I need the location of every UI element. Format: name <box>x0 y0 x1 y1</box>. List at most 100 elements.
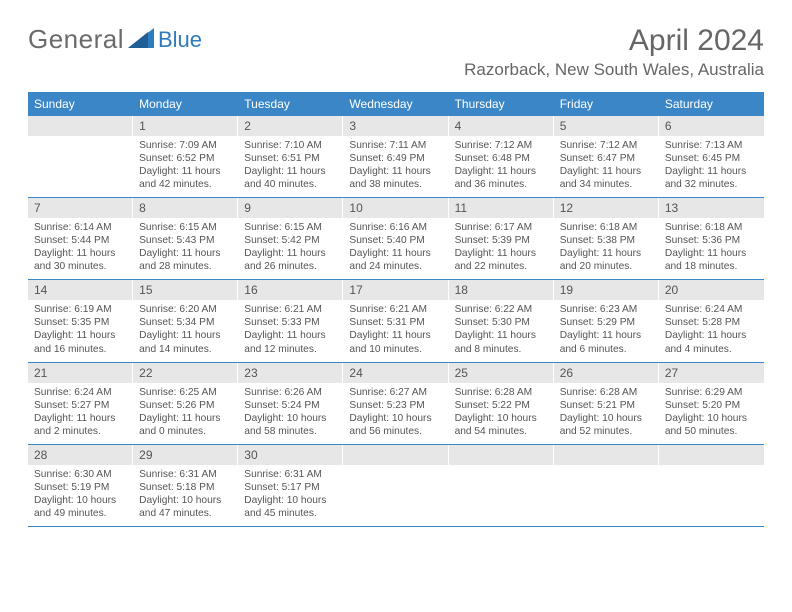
day-details: Sunrise: 6:21 AMSunset: 5:31 PMDaylight:… <box>343 300 448 361</box>
day-cell: 7Sunrise: 6:14 AMSunset: 5:44 PMDaylight… <box>28 198 133 279</box>
day-number <box>659 445 764 465</box>
day-details: Sunrise: 6:19 AMSunset: 5:35 PMDaylight:… <box>28 300 133 361</box>
day-number: 9 <box>238 198 343 218</box>
brand-name-part2: Blue <box>158 30 202 50</box>
month-title: April 2024 <box>464 24 764 58</box>
weekday-header: Wednesday <box>343 92 448 116</box>
day-cell: 20Sunrise: 6:24 AMSunset: 5:28 PMDayligh… <box>659 280 764 361</box>
day-details: Sunrise: 6:18 AMSunset: 5:36 PMDaylight:… <box>659 218 764 279</box>
day-cell: 4Sunrise: 7:12 AMSunset: 6:48 PMDaylight… <box>449 116 554 197</box>
weekday-header: Sunday <box>28 92 133 116</box>
day-cell: 9Sunrise: 6:15 AMSunset: 5:42 PMDaylight… <box>238 198 343 279</box>
day-cell: 8Sunrise: 6:15 AMSunset: 5:43 PMDaylight… <box>133 198 238 279</box>
day-number: 2 <box>238 116 343 136</box>
day-details: Sunrise: 6:20 AMSunset: 5:34 PMDaylight:… <box>133 300 238 361</box>
day-number: 26 <box>554 363 659 383</box>
day-number <box>343 445 448 465</box>
week-row: 1Sunrise: 7:09 AMSunset: 6:52 PMDaylight… <box>28 116 764 198</box>
day-number: 28 <box>28 445 133 465</box>
day-details: Sunrise: 6:17 AMSunset: 5:39 PMDaylight:… <box>449 218 554 279</box>
day-details: Sunrise: 6:31 AMSunset: 5:17 PMDaylight:… <box>238 465 343 526</box>
day-number: 8 <box>133 198 238 218</box>
day-cell: 10Sunrise: 6:16 AMSunset: 5:40 PMDayligh… <box>343 198 448 279</box>
day-details: Sunrise: 6:28 AMSunset: 5:21 PMDaylight:… <box>554 383 659 444</box>
day-number: 25 <box>449 363 554 383</box>
header: General Blue April 2024 Razorback, New S… <box>28 24 764 80</box>
day-details: Sunrise: 6:27 AMSunset: 5:23 PMDaylight:… <box>343 383 448 444</box>
day-cell: 26Sunrise: 6:28 AMSunset: 5:21 PMDayligh… <box>554 363 659 444</box>
brand-logo: General Blue <box>28 24 202 55</box>
calendar-grid: SundayMondayTuesdayWednesdayThursdayFrid… <box>28 92 764 527</box>
day-number: 20 <box>659 280 764 300</box>
day-number: 30 <box>238 445 343 465</box>
day-number: 1 <box>133 116 238 136</box>
day-cell: 27Sunrise: 6:29 AMSunset: 5:20 PMDayligh… <box>659 363 764 444</box>
brand-triangle-icon <box>128 26 154 53</box>
day-details: Sunrise: 6:24 AMSunset: 5:28 PMDaylight:… <box>659 300 764 361</box>
day-details: Sunrise: 6:28 AMSunset: 5:22 PMDaylight:… <box>449 383 554 444</box>
day-details: Sunrise: 6:16 AMSunset: 5:40 PMDaylight:… <box>343 218 448 279</box>
day-number: 21 <box>28 363 133 383</box>
day-cell: 12Sunrise: 6:18 AMSunset: 5:38 PMDayligh… <box>554 198 659 279</box>
location-subtitle: Razorback, New South Wales, Australia <box>464 60 764 80</box>
day-details: Sunrise: 7:09 AMSunset: 6:52 PMDaylight:… <box>133 136 238 197</box>
day-details: Sunrise: 6:18 AMSunset: 5:38 PMDaylight:… <box>554 218 659 279</box>
week-row: 7Sunrise: 6:14 AMSunset: 5:44 PMDaylight… <box>28 198 764 280</box>
day-cell: 23Sunrise: 6:26 AMSunset: 5:24 PMDayligh… <box>238 363 343 444</box>
day-number: 3 <box>343 116 448 136</box>
day-cell: 17Sunrise: 6:21 AMSunset: 5:31 PMDayligh… <box>343 280 448 361</box>
day-number: 22 <box>133 363 238 383</box>
calendar-page: General Blue April 2024 Razorback, New S… <box>0 0 792 551</box>
day-number: 15 <box>133 280 238 300</box>
day-cell: 14Sunrise: 6:19 AMSunset: 5:35 PMDayligh… <box>28 280 133 361</box>
day-cell <box>659 445 764 526</box>
day-cell: 28Sunrise: 6:30 AMSunset: 5:19 PMDayligh… <box>28 445 133 526</box>
day-details: Sunrise: 6:23 AMSunset: 5:29 PMDaylight:… <box>554 300 659 361</box>
day-details: Sunrise: 6:14 AMSunset: 5:44 PMDaylight:… <box>28 218 133 279</box>
day-number <box>449 445 554 465</box>
weekday-header: Thursday <box>449 92 554 116</box>
day-cell: 29Sunrise: 6:31 AMSunset: 5:18 PMDayligh… <box>133 445 238 526</box>
week-row: 21Sunrise: 6:24 AMSunset: 5:27 PMDayligh… <box>28 363 764 445</box>
day-number: 14 <box>28 280 133 300</box>
day-cell: 15Sunrise: 6:20 AMSunset: 5:34 PMDayligh… <box>133 280 238 361</box>
day-details: Sunrise: 6:15 AMSunset: 5:42 PMDaylight:… <box>238 218 343 279</box>
title-block: April 2024 Razorback, New South Wales, A… <box>464 24 764 80</box>
day-details: Sunrise: 7:13 AMSunset: 6:45 PMDaylight:… <box>659 136 764 197</box>
day-details: Sunrise: 7:10 AMSunset: 6:51 PMDaylight:… <box>238 136 343 197</box>
day-cell <box>554 445 659 526</box>
day-details: Sunrise: 6:21 AMSunset: 5:33 PMDaylight:… <box>238 300 343 361</box>
weekday-header-row: SundayMondayTuesdayWednesdayThursdayFrid… <box>28 92 764 116</box>
day-details: Sunrise: 6:22 AMSunset: 5:30 PMDaylight:… <box>449 300 554 361</box>
day-number: 4 <box>449 116 554 136</box>
day-number: 24 <box>343 363 448 383</box>
weekday-header: Friday <box>554 92 659 116</box>
day-number: 10 <box>343 198 448 218</box>
weekday-header: Monday <box>133 92 238 116</box>
day-number: 11 <box>449 198 554 218</box>
day-number <box>554 445 659 465</box>
day-cell: 30Sunrise: 6:31 AMSunset: 5:17 PMDayligh… <box>238 445 343 526</box>
day-cell: 19Sunrise: 6:23 AMSunset: 5:29 PMDayligh… <box>554 280 659 361</box>
weekday-header: Saturday <box>659 92 764 116</box>
day-cell: 24Sunrise: 6:27 AMSunset: 5:23 PMDayligh… <box>343 363 448 444</box>
day-cell <box>449 445 554 526</box>
day-details: Sunrise: 6:29 AMSunset: 5:20 PMDaylight:… <box>659 383 764 444</box>
day-details: Sunrise: 7:12 AMSunset: 6:48 PMDaylight:… <box>449 136 554 197</box>
day-cell: 6Sunrise: 7:13 AMSunset: 6:45 PMDaylight… <box>659 116 764 197</box>
weeks-container: 1Sunrise: 7:09 AMSunset: 6:52 PMDaylight… <box>28 116 764 527</box>
weekday-header: Tuesday <box>238 92 343 116</box>
day-number: 16 <box>238 280 343 300</box>
day-details: Sunrise: 6:24 AMSunset: 5:27 PMDaylight:… <box>28 383 133 444</box>
day-cell: 13Sunrise: 6:18 AMSunset: 5:36 PMDayligh… <box>659 198 764 279</box>
day-details: Sunrise: 6:26 AMSunset: 5:24 PMDaylight:… <box>238 383 343 444</box>
day-cell: 21Sunrise: 6:24 AMSunset: 5:27 PMDayligh… <box>28 363 133 444</box>
day-number: 23 <box>238 363 343 383</box>
day-number: 27 <box>659 363 764 383</box>
day-number: 6 <box>659 116 764 136</box>
day-cell: 1Sunrise: 7:09 AMSunset: 6:52 PMDaylight… <box>133 116 238 197</box>
day-cell: 3Sunrise: 7:11 AMSunset: 6:49 PMDaylight… <box>343 116 448 197</box>
day-cell: 5Sunrise: 7:12 AMSunset: 6:47 PMDaylight… <box>554 116 659 197</box>
day-cell: 11Sunrise: 6:17 AMSunset: 5:39 PMDayligh… <box>449 198 554 279</box>
week-row: 14Sunrise: 6:19 AMSunset: 5:35 PMDayligh… <box>28 280 764 362</box>
